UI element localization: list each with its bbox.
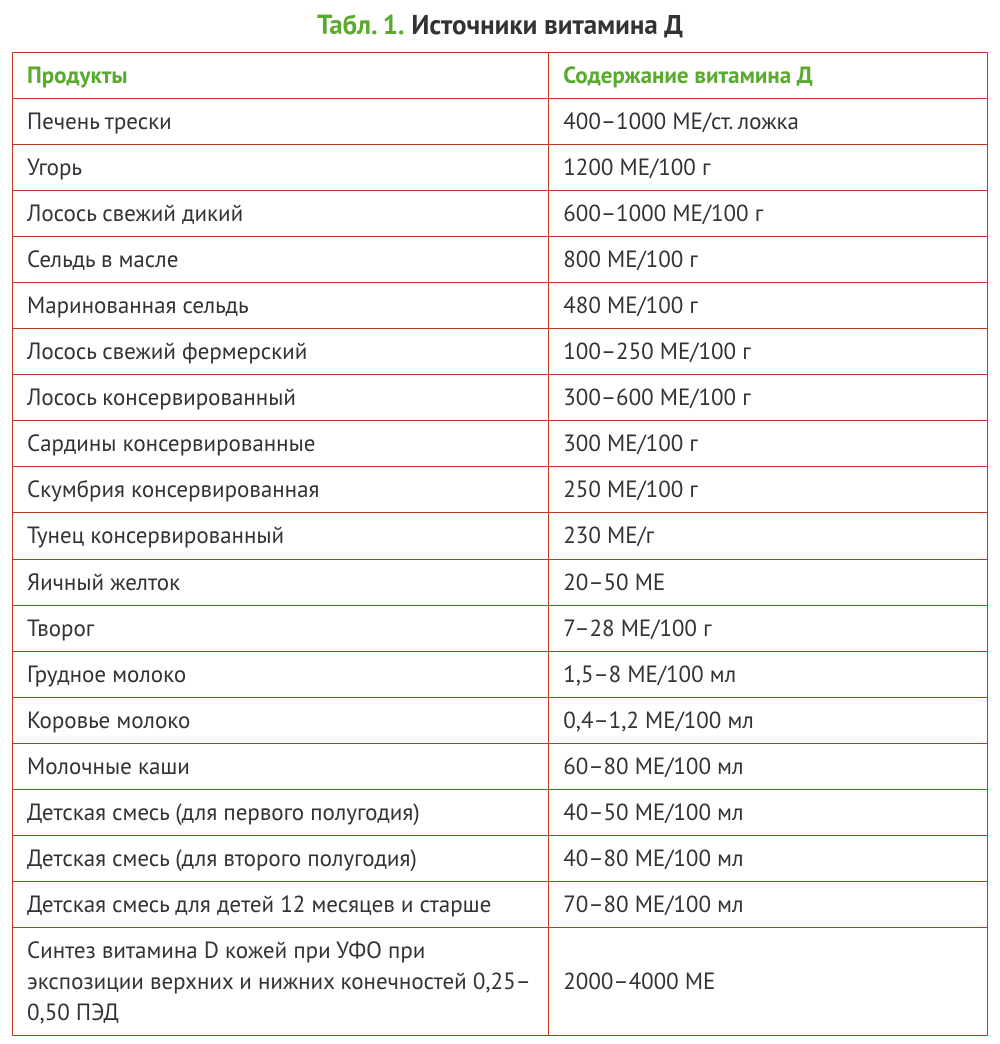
content-cell: 300–600 МЕ/100 г (549, 375, 988, 421)
content-cell: 800 МЕ/100 г (549, 237, 988, 283)
table-row: Детская смесь для детей 12 месяцев и ста… (13, 881, 988, 927)
content-cell: 70–80 МЕ/100 мл (549, 881, 988, 927)
column-header-product: Продукты (13, 53, 549, 99)
content-cell: 600–1000 МЕ/100 г (549, 191, 988, 237)
table-row: Печень трески400–1000 МЕ/ст. ложка (13, 99, 988, 145)
content-cell: 2000–4000 МЕ (549, 927, 988, 1035)
table-row: Синтез витамина D кожей при УФО при эксп… (13, 927, 988, 1035)
product-cell: Детская смесь (для второго полугодия) (13, 835, 549, 881)
product-cell: Лосось свежий фермерский (13, 329, 549, 375)
content-cell: 300 МЕ/100 г (549, 421, 988, 467)
table-row: Детская смесь (для второго полугодия)40–… (13, 835, 988, 881)
content-cell: 0,4–1,2 МЕ/100 мл (549, 697, 988, 743)
content-cell: 40–50 МЕ/100 мл (549, 789, 988, 835)
product-cell: Тунец консервированный (13, 513, 549, 559)
content-cell: 100–250 МЕ/100 г (549, 329, 988, 375)
table-row: Скумбрия консервированная250 МЕ/100 г (13, 467, 988, 513)
product-cell: Синтез витамина D кожей при УФО при эксп… (13, 927, 549, 1035)
content-cell: 40–80 МЕ/100 мл (549, 835, 988, 881)
content-cell: 250 МЕ/100 г (549, 467, 988, 513)
product-cell: Творог (13, 605, 549, 651)
table-row: Угорь1200 МЕ/100 г (13, 145, 988, 191)
vitamin-d-table: Продукты Содержание витамина Д Печень тр… (12, 52, 988, 1036)
product-cell: Коровье молоко (13, 697, 549, 743)
content-cell: 400–1000 МЕ/ст. ложка (549, 99, 988, 145)
product-cell: Маринованная сельдь (13, 283, 549, 329)
table-row: Яичный желток20–50 МЕ (13, 559, 988, 605)
product-cell: Сельдь в масле (13, 237, 549, 283)
content-cell: 230 МЕ/г (549, 513, 988, 559)
table-row: Сардины консервированные300 МЕ/100 г (13, 421, 988, 467)
product-cell: Детская смесь для детей 12 месяцев и ста… (13, 881, 549, 927)
product-cell: Яичный желток (13, 559, 549, 605)
table-header-row: Продукты Содержание витамина Д (13, 53, 988, 99)
product-cell: Скумбрия консервированная (13, 467, 549, 513)
content-cell: 7–28 МЕ/100 г (549, 605, 988, 651)
column-header-content: Содержание витамина Д (549, 53, 988, 99)
product-cell: Угорь (13, 145, 549, 191)
table-row: Сельдь в масле800 МЕ/100 г (13, 237, 988, 283)
content-cell: 1200 МЕ/100 г (549, 145, 988, 191)
table-row: Лосось консервированный300–600 МЕ/100 г (13, 375, 988, 421)
table-row: Тунец консервированный230 МЕ/г (13, 513, 988, 559)
table-row: Детская смесь (для первого полугодия)40–… (13, 789, 988, 835)
title-text: Источники витамина Д (411, 8, 682, 42)
product-cell: Сардины консервированные (13, 421, 549, 467)
table-title: Табл. 1. Источники витамина Д (12, 8, 988, 42)
product-cell: Лосось свежий дикий (13, 191, 549, 237)
product-cell: Молочные каши (13, 743, 549, 789)
table-row: Коровье молоко0,4–1,2 МЕ/100 мл (13, 697, 988, 743)
table-row: Лосось свежий фермерский100–250 МЕ/100 г (13, 329, 988, 375)
title-prefix: Табл. 1. (317, 8, 404, 42)
table-row: Творог7–28 МЕ/100 г (13, 605, 988, 651)
product-cell: Печень трески (13, 99, 549, 145)
product-cell: Лосось консервированный (13, 375, 549, 421)
product-cell: Детская смесь (для первого полугодия) (13, 789, 549, 835)
table-row: Лосось свежий дикий600–1000 МЕ/100 г (13, 191, 988, 237)
table-row: Молочные каши60–80 МЕ/100 мл (13, 743, 988, 789)
content-cell: 1,5–8 МЕ/100 мл (549, 651, 988, 697)
table-row: Грудное молоко1,5–8 МЕ/100 мл (13, 651, 988, 697)
content-cell: 60–80 МЕ/100 мл (549, 743, 988, 789)
content-cell: 20–50 МЕ (549, 559, 988, 605)
product-cell: Грудное молоко (13, 651, 549, 697)
table-row: Маринованная сельдь480 МЕ/100 г (13, 283, 988, 329)
content-cell: 480 МЕ/100 г (549, 283, 988, 329)
